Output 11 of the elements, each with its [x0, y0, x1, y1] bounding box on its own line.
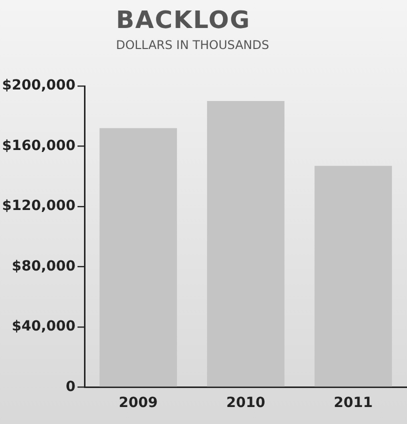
x-tick-label: 2010 [226, 395, 266, 412]
x-tick-label: 2009 [118, 395, 158, 412]
chart-subtitle: DOLLARS IN THOUSANDS [116, 38, 270, 52]
x-tick-label: 2011 [334, 395, 373, 412]
y-tick-label: $80,000 [12, 258, 76, 274]
y-tick-label: $160,000 [2, 138, 76, 154]
y-tick-label: $40,000 [12, 318, 76, 335]
y-tick-label: 0 [66, 378, 76, 395]
chart-title: BACKLOG [116, 6, 251, 34]
y-tick-label: $200,000 [2, 78, 76, 94]
y-tick-label: $120,000 [2, 198, 76, 214]
